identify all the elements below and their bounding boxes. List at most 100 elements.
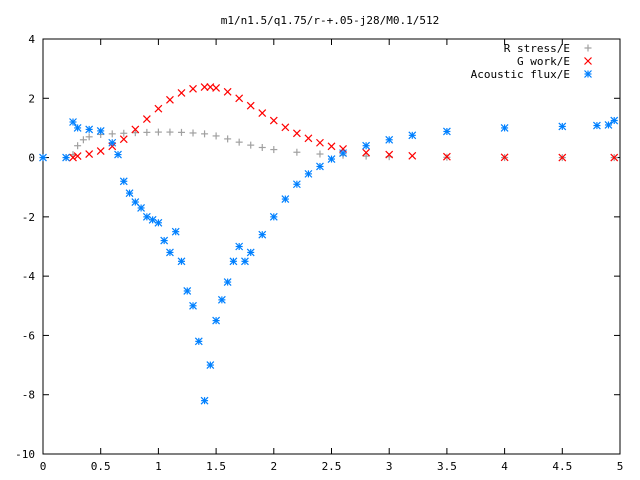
series-2 — [39, 116, 619, 405]
data-point — [183, 287, 192, 295]
data-point — [604, 121, 613, 129]
data-point — [408, 151, 417, 160]
y-tick-label: -4 — [22, 270, 36, 283]
data-point — [442, 152, 451, 161]
data-point — [327, 155, 336, 163]
data-point — [223, 87, 232, 96]
x-tick-label: 1 — [155, 460, 162, 473]
data-point — [177, 128, 185, 136]
data-point — [177, 257, 186, 266]
data-point — [206, 361, 215, 369]
data-point — [362, 152, 370, 160]
data-point — [235, 138, 243, 146]
data-point — [269, 116, 278, 125]
data-point — [610, 116, 619, 125]
x-tick-label: 3.5 — [437, 460, 457, 473]
x-tick-label: 4.5 — [552, 460, 572, 473]
data-point — [114, 150, 122, 159]
data-point — [120, 129, 128, 137]
data-point — [217, 295, 226, 304]
data-point — [131, 129, 139, 137]
data-point — [96, 126, 105, 135]
data-point — [247, 141, 255, 149]
data-point — [258, 143, 266, 151]
data-point — [229, 257, 238, 266]
data-point — [269, 212, 278, 221]
data-point — [246, 101, 255, 110]
legend-marker — [584, 44, 592, 52]
data-point — [304, 169, 313, 178]
data-point — [235, 94, 244, 103]
x-tick-label: 5 — [617, 460, 624, 473]
data-point — [592, 121, 601, 130]
data-point — [246, 248, 255, 257]
data-point — [154, 218, 163, 227]
data-point — [339, 149, 347, 158]
data-point — [281, 123, 290, 132]
data-point — [235, 242, 244, 251]
data-point — [108, 130, 116, 138]
data-point — [189, 301, 197, 310]
data-point — [79, 136, 87, 144]
x-tick-label: 4 — [501, 460, 508, 473]
data-series — [39, 83, 619, 405]
data-point — [171, 227, 180, 236]
data-point — [241, 257, 249, 266]
data-point — [292, 180, 301, 189]
data-point — [108, 142, 117, 151]
x-tick-label: 0.5 — [91, 460, 111, 473]
data-point — [258, 230, 267, 239]
data-point — [119, 177, 128, 186]
data-point — [148, 215, 157, 224]
legend-label: Acoustic flux/E — [471, 68, 570, 81]
data-point — [194, 337, 203, 346]
data-point — [69, 118, 77, 126]
data-point — [125, 189, 134, 198]
data-point — [166, 248, 174, 257]
data-point — [316, 150, 324, 158]
data-point — [177, 89, 186, 97]
series-1 — [69, 83, 619, 162]
data-point — [270, 146, 278, 154]
data-point — [385, 135, 394, 144]
data-point — [212, 83, 221, 92]
y-tick-label: -8 — [22, 389, 35, 402]
x-tick-label: 2.5 — [322, 460, 342, 473]
y-tick-label: 0 — [28, 152, 35, 165]
data-point — [201, 130, 209, 138]
x-tick-label: 3 — [386, 460, 393, 473]
y-tick-label: 4 — [28, 33, 35, 46]
legend-marker — [584, 70, 592, 78]
data-point — [131, 125, 140, 134]
data-point — [212, 132, 220, 140]
data-point — [408, 131, 417, 140]
data-point — [223, 278, 232, 286]
data-point — [85, 125, 94, 134]
chart-title: m1/n1.5/q1.75/r-+.05-j28/M0.1/512 — [221, 14, 440, 27]
data-point — [74, 142, 82, 150]
data-point — [281, 195, 290, 203]
y-tick-label: -10 — [15, 448, 35, 461]
data-point — [316, 138, 324, 147]
x-tick-label: 0 — [40, 460, 47, 473]
data-point — [166, 95, 174, 104]
data-point — [85, 133, 93, 141]
data-point — [500, 124, 509, 132]
data-point — [73, 124, 82, 132]
legend-label: G work/E — [517, 55, 570, 68]
data-point — [96, 147, 105, 155]
data-point — [131, 198, 140, 206]
axis-ticks: 0 0.5 1 1.5 2 2.5 3 3.5 4 4.5 5 4 2 0 -2 -4 -6 -8 -10 — [15, 33, 623, 473]
data-point — [385, 150, 394, 159]
data-point — [85, 150, 94, 158]
data-point — [558, 153, 567, 162]
data-point — [166, 128, 174, 136]
data-point — [119, 135, 128, 144]
data-point — [293, 148, 301, 156]
data-point — [212, 316, 221, 325]
data-point — [142, 115, 151, 123]
data-point — [610, 153, 619, 162]
data-point — [258, 109, 267, 118]
data-point — [362, 141, 371, 150]
